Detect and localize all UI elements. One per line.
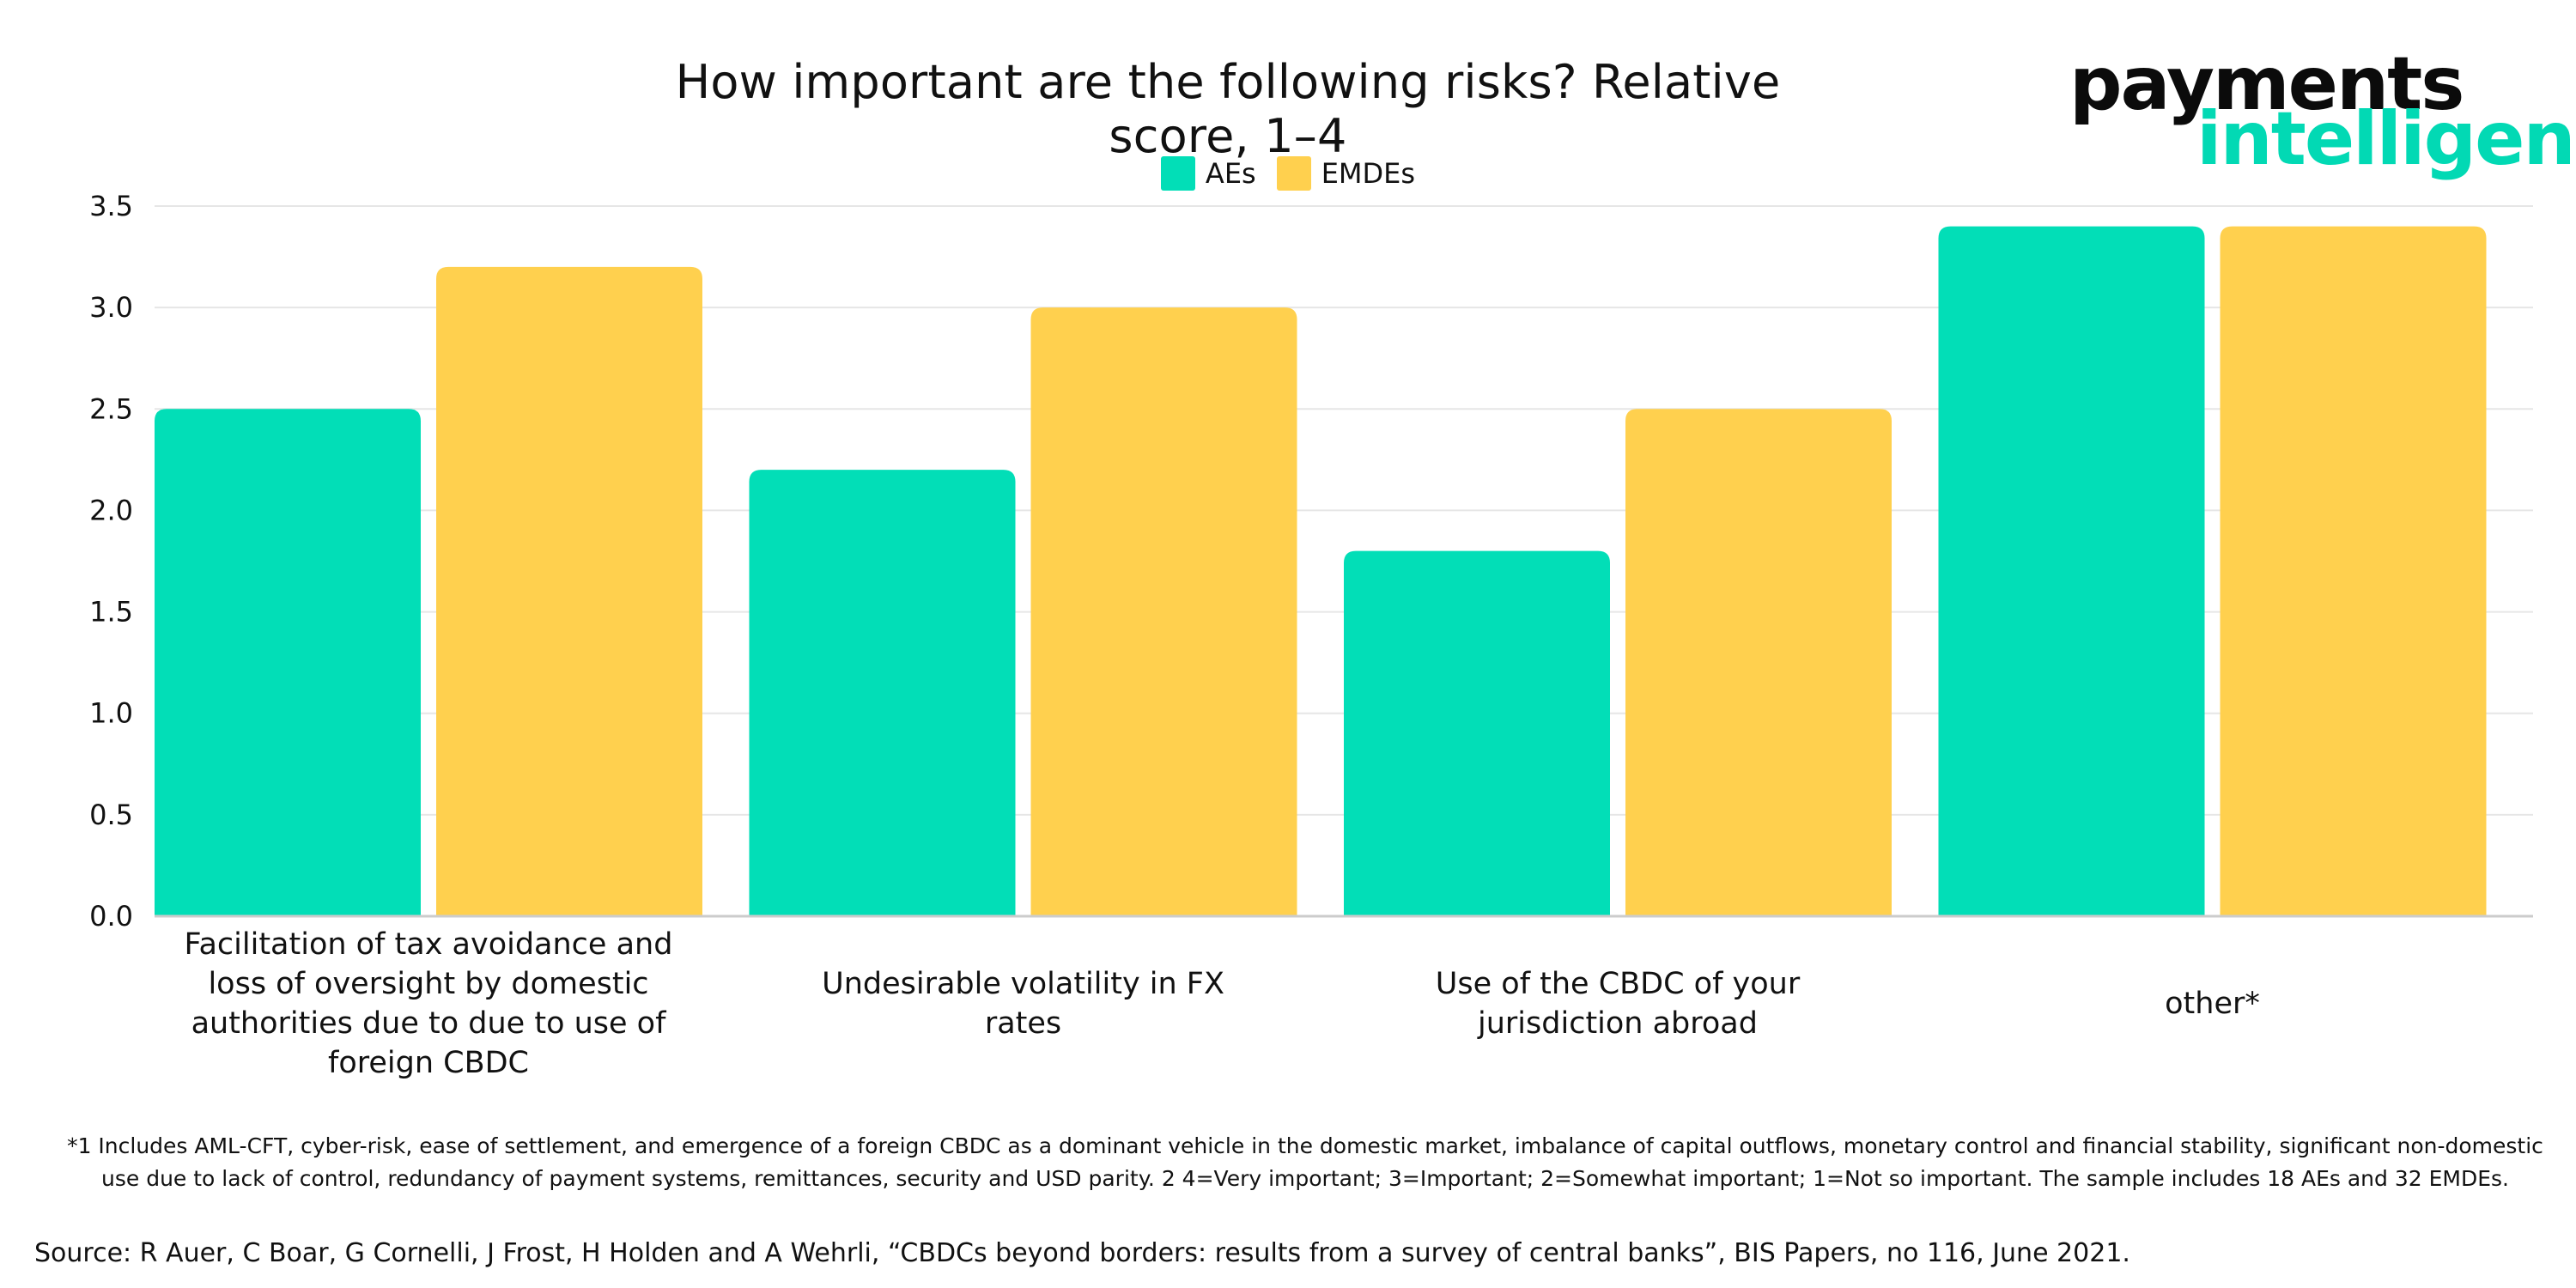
logo-line-1: payments (2069, 41, 2464, 127)
chart-legend: AEs EMDEs (0, 156, 2576, 191)
legend-swatch-aes (1160, 156, 1195, 191)
category-label: other* (2165, 987, 2260, 1021)
y-tick-label: 0.0 (89, 900, 133, 933)
legend-label-aes: AEs (1205, 157, 1256, 190)
legend-label-emdes: EMDEs (1321, 157, 1416, 190)
y-tick-label: 2.5 (89, 392, 133, 425)
legend-swatch-emdes (1276, 156, 1311, 191)
footnote: *1 Includes AML-CFT, cyber-risk, ease of… (67, 1133, 2543, 1191)
y-tick-label: 3.5 (89, 190, 133, 222)
category-label: Undesirable volatility in FX rates (822, 967, 1224, 1041)
category-label: Facilitation of tax avoidance and loss of… (185, 927, 673, 1080)
y-tick-label: 1.5 (89, 596, 133, 629)
y-tick-label: 1.0 (89, 697, 133, 730)
bar-emdes (2220, 226, 2487, 917)
y-tick-label: 0.5 (89, 799, 133, 831)
bar-emdes (436, 266, 702, 916)
chart-title: How important are the following risks? R… (675, 55, 1781, 163)
legend-item-aes: AEs (1160, 156, 1256, 191)
payments-intelligence-logo: payments intelligence (2069, 41, 2576, 182)
legend-item-emdes: EMDEs (1276, 156, 1416, 191)
category-label: Use of the CBDC of your jurisdiction abro… (1436, 967, 1801, 1041)
bar-aes (1344, 550, 1610, 916)
bar-aes (155, 409, 421, 916)
logo-line-2: intelligence (2196, 96, 2576, 182)
source-note: Source: R Auer, C Boar, G Cornelli, J Fr… (34, 1238, 2130, 1268)
y-tick-label: 2.0 (89, 494, 133, 526)
bar-emdes (1030, 307, 1297, 917)
bar-emdes (1625, 409, 1892, 916)
bar-aes (749, 470, 1016, 916)
bar-chart: 0.0 0.5 1.0 1.5 2.0 2.5 3.0 3.5 Facilitation of … (89, 190, 2533, 1080)
bar-aes (1938, 226, 2205, 917)
y-tick-label: 3.0 (89, 291, 133, 324)
